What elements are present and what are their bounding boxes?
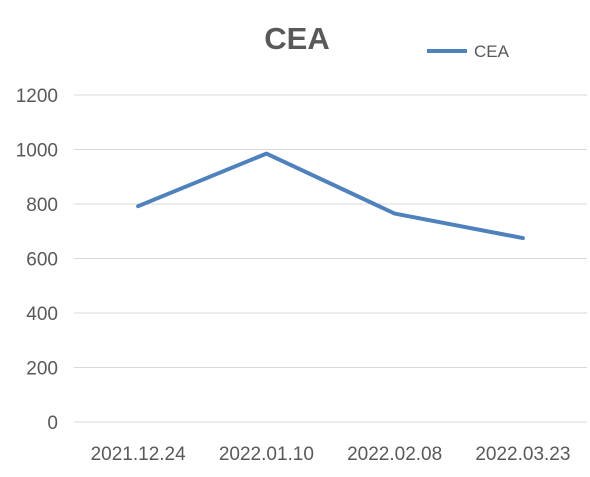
y-tick-label: 200 — [26, 359, 58, 380]
x-tick-label: 2022.03.23 — [475, 444, 570, 465]
legend: CEA — [427, 42, 510, 61]
x-tick-label: 2022.01.10 — [219, 444, 314, 465]
data-point-2022.03.23 — [521, 236, 525, 240]
chart-title: CEA — [264, 21, 329, 56]
y-tick-label: 600 — [26, 250, 58, 271]
y-tick-label: 1000 — [16, 141, 58, 162]
y-tick-label: 1200 — [16, 86, 58, 107]
legend-label-cea: CEA — [474, 42, 510, 61]
data-point-2022.01.10 — [264, 152, 268, 156]
y-axis-tick-labels: 0 200 400 600 800 1000 1200 — [16, 86, 58, 434]
data-point-2021.12.24 — [136, 204, 140, 208]
y-tick-label: 400 — [26, 304, 58, 325]
y-tick-label: 800 — [26, 195, 58, 216]
x-axis-tick-labels: 2021.12.24 2022.01.10 2022.02.08 2022.03.23 — [91, 444, 571, 465]
gridlines — [74, 94, 587, 423]
x-tick-label: 2021.12.24 — [91, 444, 187, 465]
x-tick-label: 2022.02.08 — [347, 444, 442, 465]
series-line-cea — [136, 151, 525, 241]
data-point-2022.02.08 — [393, 212, 397, 216]
y-tick-label: 0 — [47, 413, 58, 434]
series-cea — [136, 151, 525, 241]
